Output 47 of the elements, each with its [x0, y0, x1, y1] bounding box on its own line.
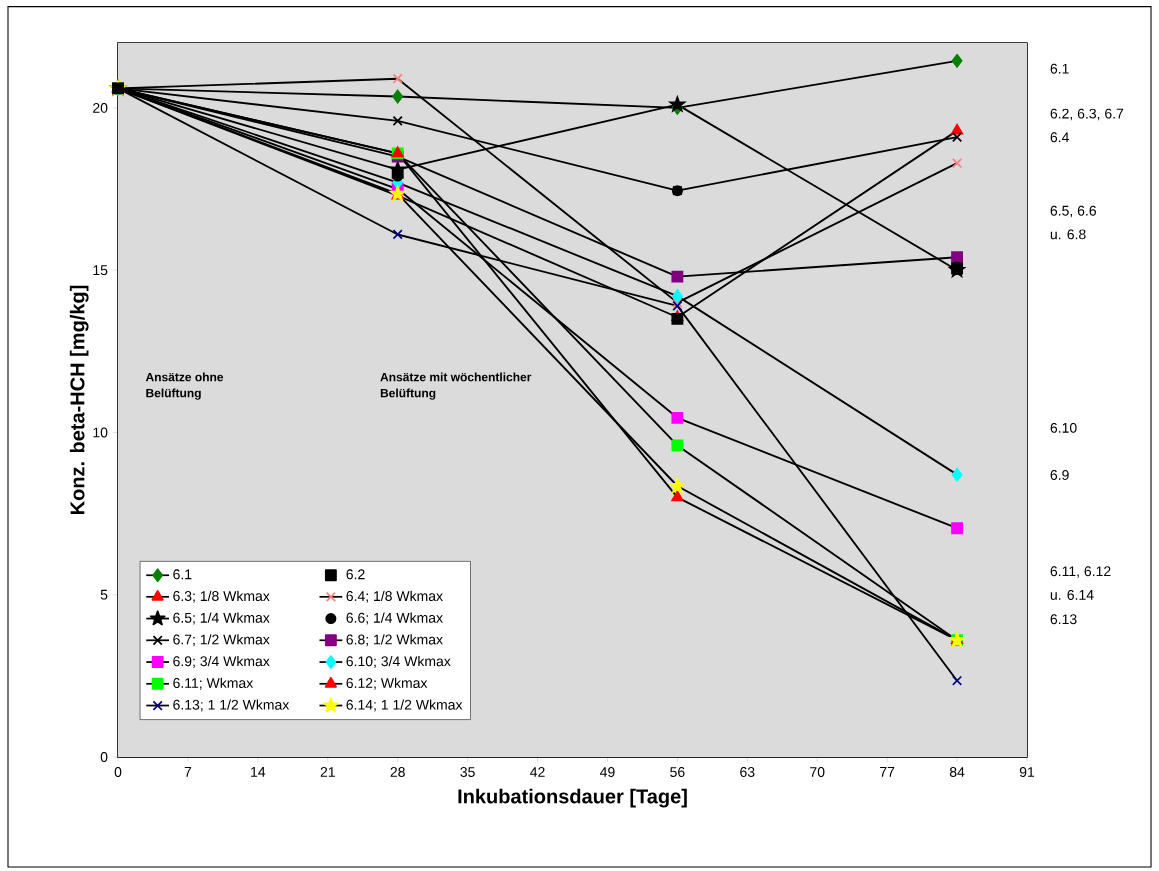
- x-tick-label: 0: [114, 767, 122, 777]
- text: 6.1: [1050, 63, 1069, 74]
- y-tick-label: 20: [93, 102, 108, 113]
- legend-label: 6.7; 1/2 Wkmax: [173, 634, 270, 647]
- x-tick-label: 84: [949, 767, 965, 777]
- text: 6.5, 6.6: [1050, 205, 1097, 218]
- x-tick-label: 14: [251, 767, 266, 777]
- y-tick-label: 0: [100, 752, 108, 762]
- legend-label: 6.1: [173, 569, 192, 580]
- text: 6.13: [1050, 614, 1077, 625]
- text: u. 6.14: [1050, 589, 1094, 600]
- x-tick-label: 21: [320, 767, 335, 777]
- x-axis-title: Inkubationsdauer [Tage]: [458, 788, 687, 808]
- legend-label: 6.14; 1 1/2 Wkmax: [346, 699, 463, 712]
- x-tick-label: 35: [460, 767, 475, 777]
- legend-label: 6.10; 3/4 Wkmax: [346, 655, 451, 668]
- legend-label: 6.6; 1/4 Wkmax: [346, 612, 443, 625]
- x-tick-label: 77: [880, 767, 895, 777]
- text: u. 6.8: [1050, 229, 1086, 240]
- legend-label: 6.9; 3/4 Wkmax: [173, 655, 270, 668]
- legend-label: 6.4; 1/8 Wkmax: [346, 590, 443, 603]
- legend-label: 6.12; Wkmax: [346, 677, 428, 690]
- y-axis-title: Konz. beta-HCH [mg/kg]: [69, 285, 89, 515]
- annotation: Ansätze ohne Belüftung: [145, 372, 224, 400]
- x-tick-label: 91: [1019, 767, 1035, 777]
- x-tick-label: 28: [390, 767, 405, 777]
- annotation: Ansätze mit wöchentlicher Belüftung: [380, 372, 532, 400]
- text: 6.10: [1050, 422, 1077, 433]
- legend-label: 6.8; 1/2 Wkmax: [346, 634, 443, 647]
- legend-label: 6.3; 1/8 Wkmax: [173, 590, 270, 603]
- x-tick-label: 63: [740, 767, 755, 777]
- x-tick-label: 42: [530, 767, 545, 777]
- legend-label: 6.2: [346, 569, 365, 580]
- legend-label: 6.13; 1 1/2 Wkmax: [173, 699, 290, 712]
- x-tick-label: 7: [184, 767, 192, 777]
- legend-label: 6.11; Wkmax: [173, 677, 254, 690]
- x-tick-label: 56: [670, 767, 685, 777]
- text: 6.2, 6.3, 6.7: [1050, 108, 1124, 121]
- x-tick-label: 49: [599, 767, 615, 777]
- y-tick-label: 10: [93, 427, 108, 438]
- text: 6.4: [1050, 132, 1069, 143]
- text: 6.11, 6.12: [1050, 566, 1111, 578]
- x-tick-label: 70: [810, 767, 825, 777]
- text: 6.9: [1050, 470, 1069, 480]
- y-tick-label: 15: [93, 265, 108, 276]
- legend-label: 6.5; 1/4 Wkmax: [173, 612, 270, 625]
- y-tick-label: 5: [100, 589, 108, 600]
